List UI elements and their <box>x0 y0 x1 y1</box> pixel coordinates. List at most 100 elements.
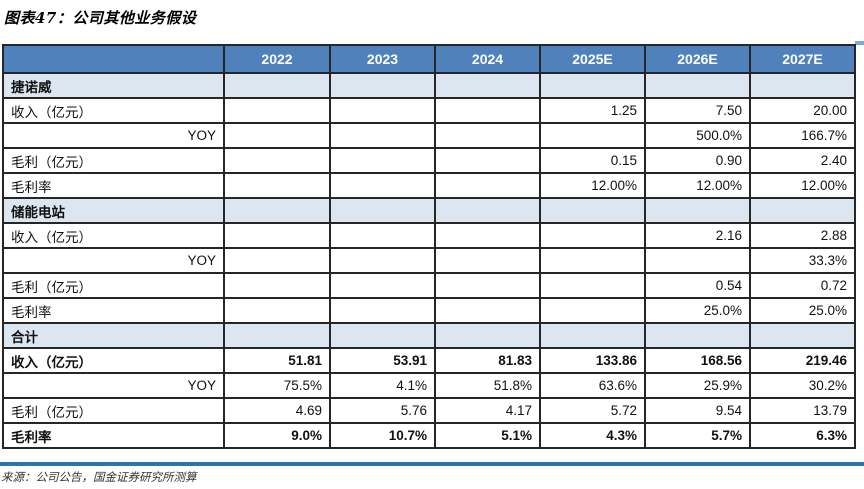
data-cell <box>434 222 541 249</box>
header-cell-year: 2026E <box>644 44 751 74</box>
data-cell: 25.0% <box>644 297 751 324</box>
figure-title: 图表47：公司其他业务假设 <box>4 9 197 27</box>
header-cell-year: 2027E <box>749 44 856 74</box>
data-cell <box>223 172 331 199</box>
data-cell <box>434 322 541 349</box>
data-cell <box>539 222 646 249</box>
row-label: YOY <box>2 247 225 274</box>
row-label: 收入（亿元） <box>2 97 225 124</box>
header-cell-year: 2023 <box>329 44 436 74</box>
data-cell: 133.86 <box>539 347 646 374</box>
data-cell: 63.6% <box>539 372 646 399</box>
data-cell: 0.72 <box>749 272 856 299</box>
data-cell: 1.25 <box>539 97 646 124</box>
data-cell: 10.7% <box>329 422 436 449</box>
section-row: 合计 <box>2 322 856 349</box>
table-head: 2022 2023 2024 2025E 2026E 2027E <box>2 44 856 74</box>
row-label: 收入（亿元） <box>2 347 225 374</box>
data-cell <box>329 272 436 299</box>
data-cell: 4.69 <box>223 397 331 424</box>
data-cell <box>223 272 331 299</box>
data-cell <box>539 197 646 224</box>
data-cell: 2.40 <box>749 147 856 174</box>
data-cell <box>223 97 331 124</box>
data-cell: 53.91 <box>329 347 436 374</box>
data-cell: 5.1% <box>434 422 541 449</box>
section-row: 捷诺威 <box>2 72 856 99</box>
table-row: 毛利率 9.0% 10.7% 5.1% 4.3% 5.7% 6.3% <box>2 422 856 449</box>
data-cell: 7.50 <box>644 97 751 124</box>
data-cell <box>434 197 541 224</box>
page-rule-tick <box>855 41 864 45</box>
source-note: 来源：公司公告，国金证券研究所测算 <box>1 470 197 484</box>
data-cell: 5.7% <box>644 422 751 449</box>
data-cell: 0.90 <box>644 147 751 174</box>
data-cell: 168.56 <box>644 347 751 374</box>
row-label: 储能电站 <box>2 197 225 224</box>
data-cell <box>434 122 541 149</box>
data-cell <box>223 72 331 99</box>
data-cell <box>539 72 646 99</box>
data-cell <box>223 147 331 174</box>
header-cell-year: 2022 <box>223 44 331 74</box>
data-cell: 25.0% <box>749 297 856 324</box>
data-cell <box>329 147 436 174</box>
data-cell <box>329 197 436 224</box>
data-cell <box>749 197 856 224</box>
data-cell <box>223 197 331 224</box>
header-cell-year: 2025E <box>539 44 646 74</box>
header-cell-label-column <box>2 44 225 74</box>
data-cell: 9.54 <box>644 397 751 424</box>
data-cell <box>434 172 541 199</box>
data-cell: 33.3% <box>749 247 856 274</box>
data-cell: 12.00% <box>644 172 751 199</box>
row-label: 毛利率 <box>2 422 225 449</box>
data-cell <box>329 97 436 124</box>
data-cell: 4.17 <box>434 397 541 424</box>
row-label: 捷诺威 <box>2 72 225 99</box>
data-cell <box>329 222 436 249</box>
section-row: 储能电站 <box>2 197 856 224</box>
table-row: 收入（亿元） 2.16 2.88 <box>2 222 856 249</box>
data-cell: 4.1% <box>329 372 436 399</box>
data-cell <box>434 147 541 174</box>
data-cell <box>223 322 331 349</box>
data-cell: 51.8% <box>434 372 541 399</box>
data-cell <box>539 272 646 299</box>
data-cell <box>434 97 541 124</box>
data-cell <box>539 122 646 149</box>
data-cell <box>223 297 331 324</box>
data-cell: 6.3% <box>749 422 856 449</box>
data-cell <box>329 322 436 349</box>
row-label: YOY <box>2 122 225 149</box>
row-label: 毛利（亿元） <box>2 397 225 424</box>
table-body: 捷诺威 收入（亿元） 1.25 7.50 20.00 YOY 500.0% 166.7% 毛利（… <box>2 72 856 449</box>
data-cell <box>539 322 646 349</box>
data-cell: 2.88 <box>749 222 856 249</box>
data-cell <box>329 72 436 99</box>
data-cell <box>329 172 436 199</box>
table-row: 毛利（亿元） 0.15 0.90 2.40 <box>2 147 856 174</box>
table-row: 毛利（亿元） 4.69 5.76 4.17 5.72 9.54 13.79 <box>2 397 856 424</box>
data-cell: 5.76 <box>329 397 436 424</box>
data-cell: 5.72 <box>539 397 646 424</box>
data-cell: 25.9% <box>644 372 751 399</box>
data-cell: 13.79 <box>749 397 856 424</box>
data-cell: 51.81 <box>223 347 331 374</box>
table-bottom-accent-line <box>0 462 864 466</box>
assumptions-table: 2022 2023 2024 2025E 2026E 2027E 捷诺威 收入（亿元） 1.2… <box>2 44 856 449</box>
data-cell <box>329 122 436 149</box>
table-row: 毛利率 12.00% 12.00% 12.00% <box>2 172 856 199</box>
table-row: 毛利（亿元） 0.54 0.72 <box>2 272 856 299</box>
table-row: YOY 500.0% 166.7% <box>2 122 856 149</box>
data-cell <box>644 197 751 224</box>
data-cell: 20.00 <box>749 97 856 124</box>
table-header-row: 2022 2023 2024 2025E 2026E 2027E <box>2 44 856 74</box>
data-cell <box>644 322 751 349</box>
row-label: 毛利（亿元） <box>2 147 225 174</box>
data-cell: 9.0% <box>223 422 331 449</box>
data-cell: 81.83 <box>434 347 541 374</box>
data-cell <box>223 247 331 274</box>
data-cell: 2.16 <box>644 222 751 249</box>
data-cell: 12.00% <box>749 172 856 199</box>
